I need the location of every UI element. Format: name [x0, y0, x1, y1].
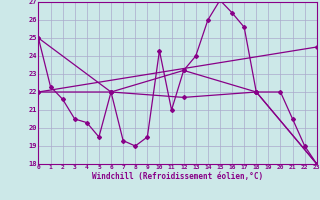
X-axis label: Windchill (Refroidissement éolien,°C): Windchill (Refroidissement éolien,°C) [92, 172, 263, 181]
